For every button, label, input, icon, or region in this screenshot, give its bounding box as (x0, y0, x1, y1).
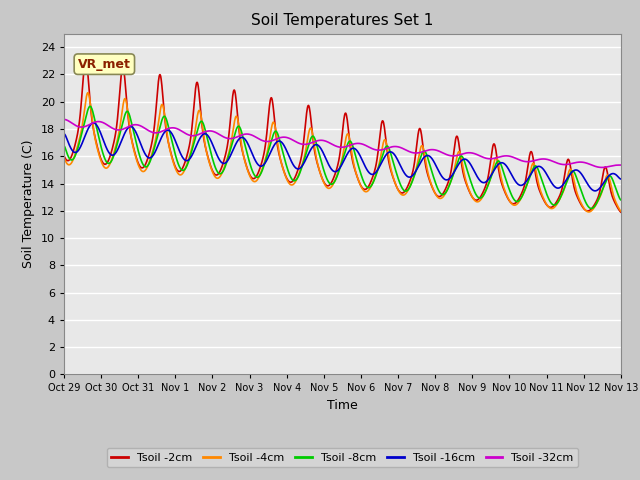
Tsoil -4cm (502, 190, 509, 196)
Y-axis label: Soil Temperature (C): Soil Temperature (C) (22, 140, 35, 268)
Tsoil -2cm (551, 201, 559, 207)
Tsoil -32cm (429, 147, 436, 153)
Title: Soil Temperatures Set 1: Soil Temperatures Set 1 (252, 13, 433, 28)
Tsoil -16cm (551, 184, 559, 190)
Tsoil -8cm (184, 160, 192, 166)
Tsoil -8cm (86, 104, 94, 109)
Text: VR_met: VR_met (78, 58, 131, 71)
Tsoil -8cm (588, 205, 595, 211)
Tsoil -32cm (617, 162, 625, 168)
Tsoil -16cm (90, 120, 97, 126)
Tsoil -16cm (502, 162, 509, 168)
Tsoil -8cm (171, 149, 179, 155)
Tsoil -4cm (585, 209, 593, 215)
Tsoil -2cm (502, 192, 509, 197)
Line: Tsoil -8cm: Tsoil -8cm (64, 107, 621, 208)
Line: Tsoil -4cm: Tsoil -4cm (64, 93, 621, 212)
Tsoil -16cm (429, 157, 437, 163)
Tsoil -16cm (246, 147, 254, 153)
Tsoil -4cm (171, 164, 179, 169)
Tsoil -16cm (184, 157, 192, 163)
Tsoil -8cm (502, 177, 509, 182)
Tsoil -8cm (429, 173, 437, 179)
Tsoil -4cm (184, 157, 192, 163)
Tsoil -16cm (617, 176, 625, 182)
Tsoil -8cm (246, 163, 254, 168)
Tsoil -2cm (617, 209, 625, 215)
Tsoil -2cm (184, 148, 192, 154)
Tsoil -16cm (171, 136, 179, 142)
Tsoil -32cm (502, 153, 509, 159)
Tsoil -4cm (429, 186, 437, 192)
Tsoil -8cm (60, 143, 68, 149)
Line: Tsoil -2cm: Tsoil -2cm (64, 59, 621, 212)
Tsoil -32cm (170, 125, 178, 131)
Tsoil -32cm (246, 132, 254, 137)
Tsoil -4cm (84, 90, 92, 96)
Line: Tsoil -16cm: Tsoil -16cm (64, 123, 621, 191)
Tsoil -2cm (60, 153, 68, 159)
Tsoil -8cm (617, 197, 625, 203)
Tsoil -2cm (429, 187, 437, 192)
Tsoil -2cm (246, 173, 254, 179)
Tsoil -4cm (246, 175, 254, 180)
Tsoil -32cm (184, 132, 191, 137)
Tsoil -16cm (60, 131, 68, 137)
Tsoil -32cm (598, 165, 605, 170)
Tsoil -16cm (591, 188, 599, 194)
Tsoil -2cm (82, 56, 90, 62)
Tsoil -2cm (171, 162, 179, 168)
Line: Tsoil -32cm: Tsoil -32cm (64, 120, 621, 168)
Tsoil -32cm (60, 117, 68, 122)
Tsoil -4cm (551, 204, 559, 210)
Tsoil -32cm (551, 159, 559, 165)
Tsoil -8cm (551, 202, 559, 208)
Legend: Tsoil -2cm, Tsoil -4cm, Tsoil -8cm, Tsoil -16cm, Tsoil -32cm: Tsoil -2cm, Tsoil -4cm, Tsoil -8cm, Tsoi… (107, 448, 578, 467)
Tsoil -4cm (60, 156, 68, 161)
Tsoil -4cm (617, 208, 625, 214)
X-axis label: Time: Time (327, 399, 358, 412)
